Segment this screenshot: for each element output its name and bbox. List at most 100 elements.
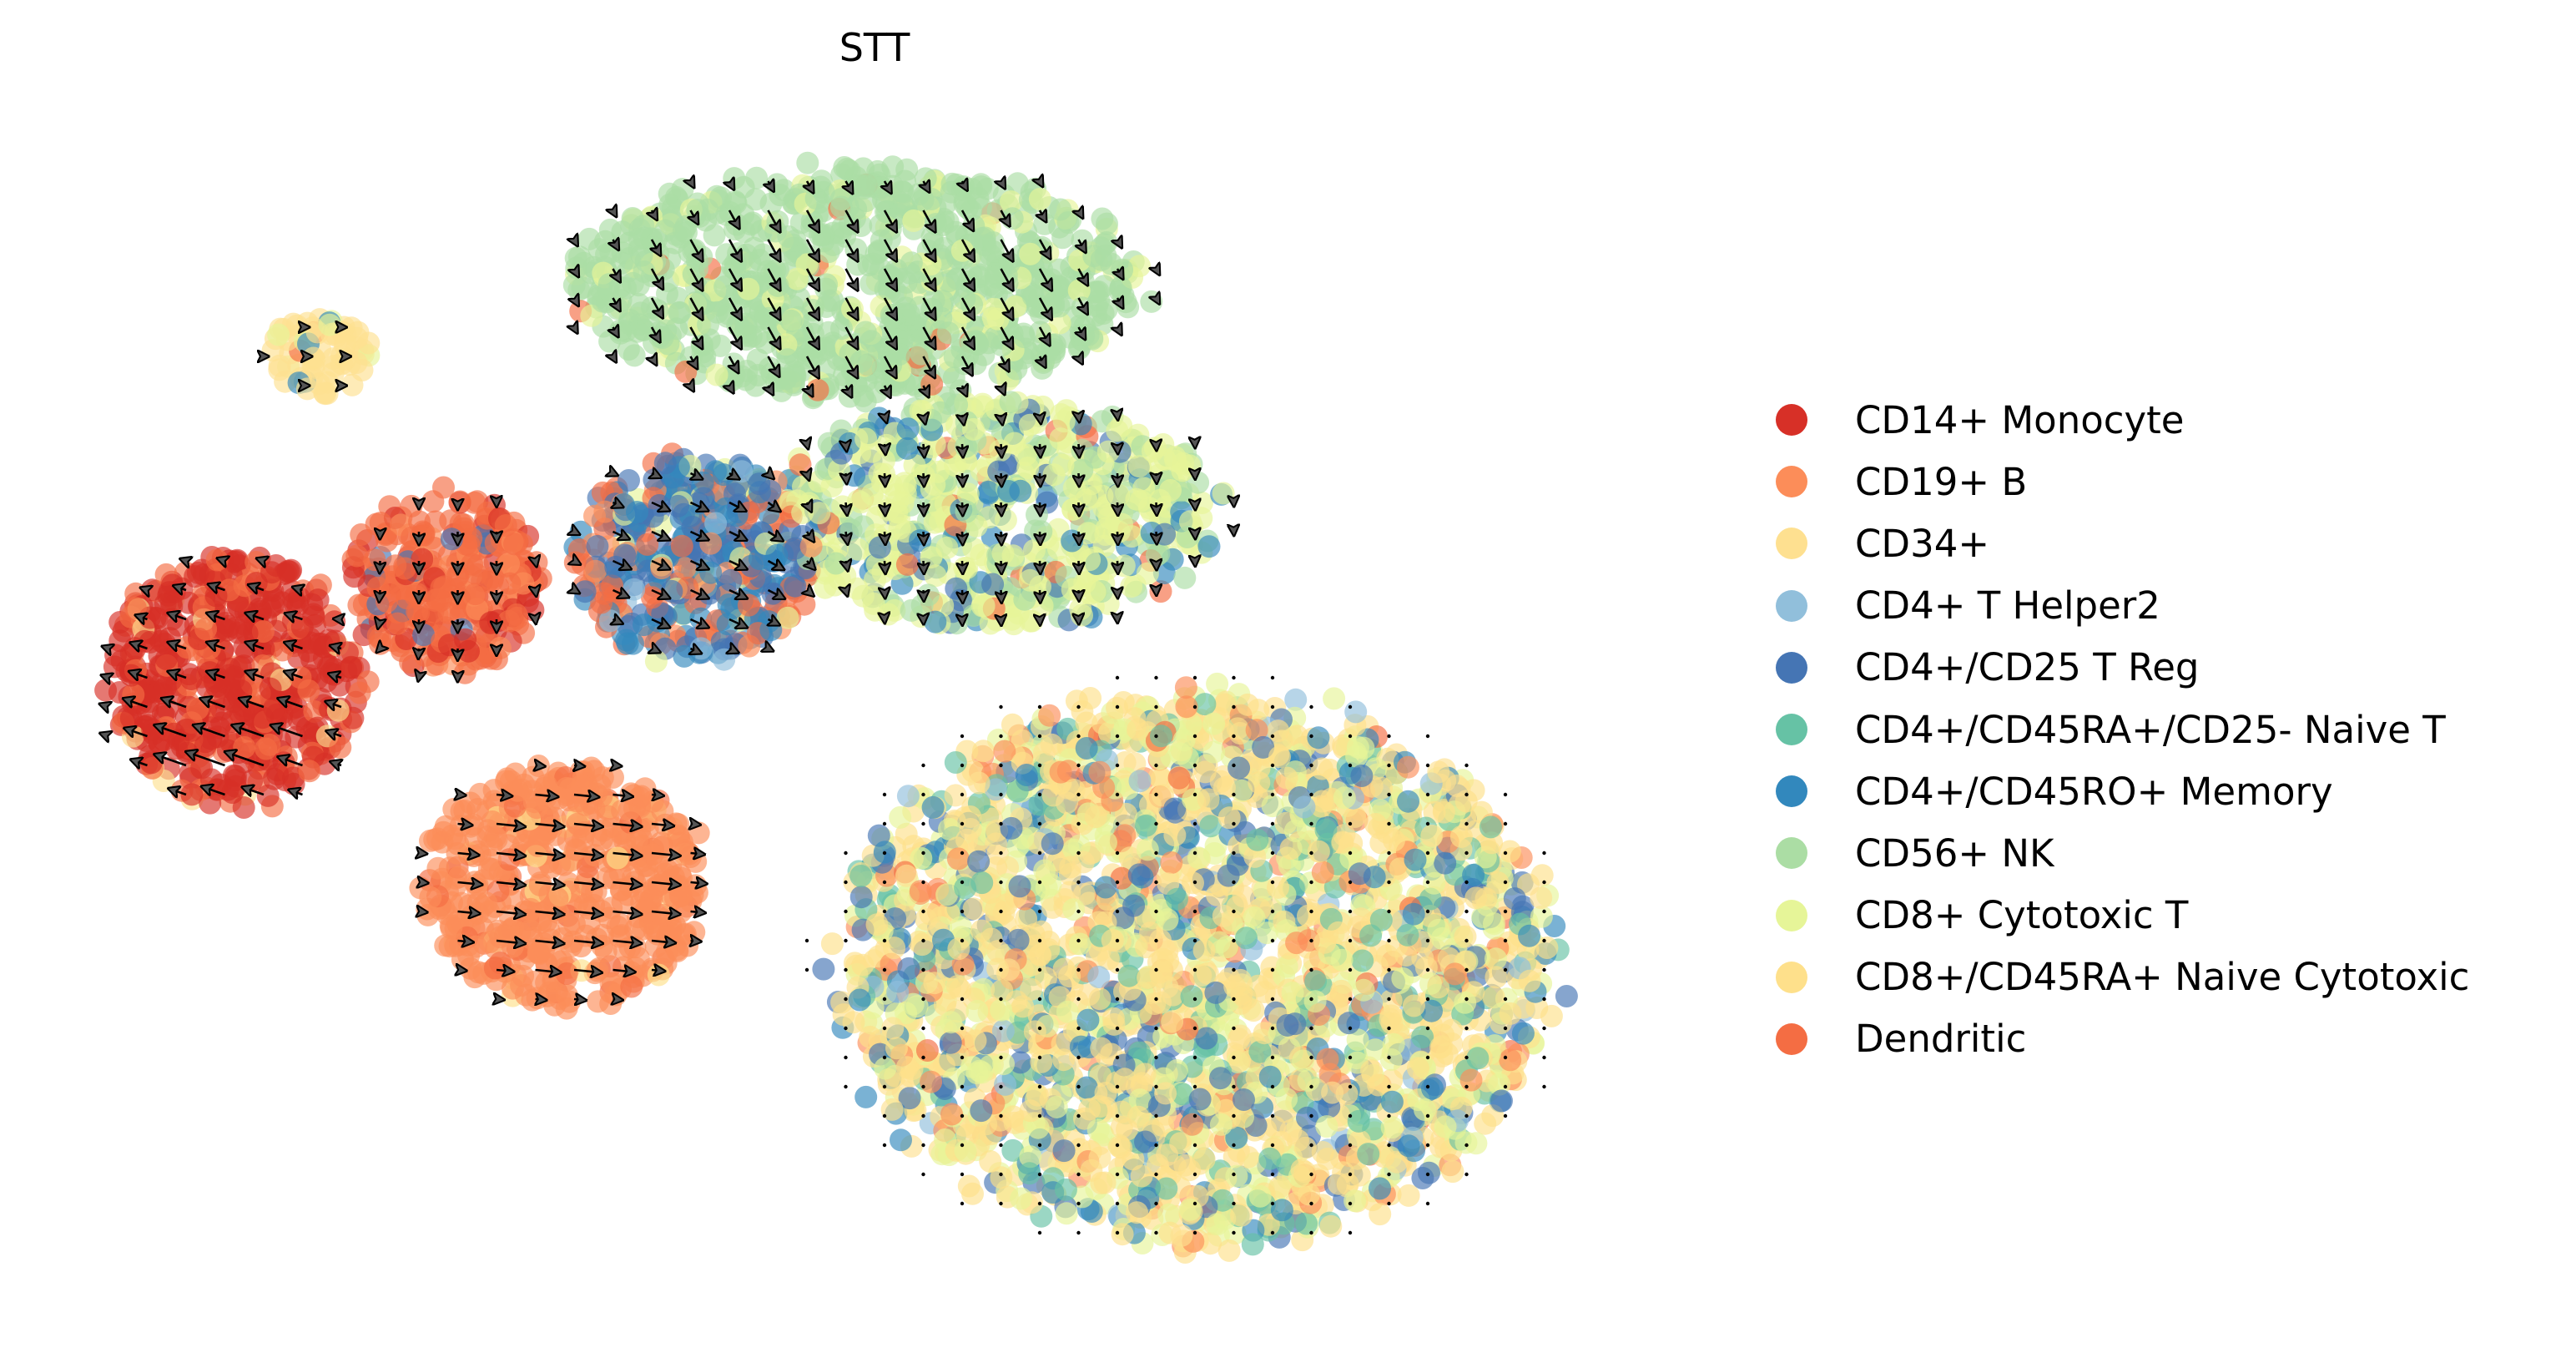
cell-point [1360, 1059, 1384, 1083]
cell-point [1535, 936, 1559, 959]
cell-point [991, 1019, 1015, 1042]
cell-point [1056, 1000, 1079, 1023]
cell-point [329, 736, 352, 759]
cell-point [1001, 1105, 1025, 1128]
cell-point [839, 342, 862, 366]
cell-point [849, 491, 873, 514]
cell-point [812, 957, 835, 981]
cell-point [421, 490, 445, 513]
cell-point [933, 993, 956, 1017]
cell-point [1310, 757, 1333, 780]
cell-point [964, 1029, 987, 1053]
cell-point [1364, 1038, 1387, 1062]
cell-point [962, 897, 986, 921]
cell-point [1206, 883, 1228, 906]
cell-point [994, 508, 1017, 532]
cell-point [846, 253, 870, 276]
cell-point [1346, 1028, 1369, 1052]
cell-point [849, 865, 873, 887]
cell-point [1217, 864, 1240, 887]
cell-point [970, 459, 993, 482]
cell-point [1297, 1068, 1320, 1092]
cell-point [1086, 1118, 1110, 1142]
cell-point [1006, 172, 1029, 195]
cell-point [1380, 1090, 1404, 1113]
cell-point [1000, 190, 1022, 214]
cell-point [1005, 357, 1028, 381]
cell-point [1454, 925, 1477, 948]
cell-point [1006, 928, 1030, 952]
cell-point [1197, 535, 1221, 558]
cell-point [1530, 905, 1553, 928]
cell-point [1170, 1224, 1193, 1247]
cell-point [1275, 955, 1298, 978]
cell-point [588, 774, 612, 797]
cell-point [796, 151, 819, 174]
cell-point [713, 648, 736, 671]
cell-point [1255, 921, 1278, 945]
cell-point [1394, 944, 1418, 967]
cell-point [1402, 902, 1425, 926]
cell-point [1075, 1076, 1098, 1099]
cell-point [577, 911, 601, 935]
cell-point [1225, 1126, 1248, 1149]
cell-point [1118, 846, 1142, 870]
cell-point [1011, 995, 1035, 1018]
cell-point [1076, 1008, 1100, 1032]
cell-point [944, 751, 967, 774]
cell-point [1311, 861, 1334, 884]
cell-point [982, 297, 1006, 321]
cell-point [938, 817, 960, 841]
cell-point [1091, 302, 1115, 326]
cell-point [600, 896, 623, 920]
cell-point [1237, 1145, 1260, 1169]
cell-point [945, 393, 969, 416]
cell-point [1157, 1203, 1181, 1226]
cell-point [849, 886, 873, 909]
cell-point [1113, 1068, 1137, 1091]
cell-point [1018, 413, 1041, 437]
cell-point [944, 454, 967, 477]
cell-point [1159, 479, 1182, 502]
cell-point [900, 598, 923, 622]
cell-point [970, 543, 993, 567]
cell-point [1079, 687, 1102, 709]
cell-point [1001, 713, 1024, 736]
cell-point [1001, 1138, 1025, 1162]
cell-point [1236, 693, 1259, 716]
cell-point [705, 363, 728, 386]
cell-point [1114, 290, 1137, 314]
cell-point [979, 1150, 1002, 1173]
points-layer [94, 151, 1578, 1264]
cell-point [820, 932, 844, 956]
cell-point [464, 935, 487, 958]
cell-point [434, 934, 457, 957]
cell-point [1268, 1175, 1292, 1199]
cell-point [1293, 1136, 1317, 1159]
cell-point [1484, 947, 1507, 971]
cell-point [759, 192, 783, 215]
cell-point [967, 771, 991, 795]
cell-point [1337, 1012, 1360, 1035]
cell-point [1127, 455, 1151, 478]
cell-point [636, 533, 659, 556]
cell-point [1441, 1160, 1464, 1184]
cell-point [1351, 949, 1374, 972]
cell-point [1045, 1095, 1068, 1118]
cell-point [1199, 815, 1222, 838]
cell-point [842, 1011, 865, 1034]
cell-point [993, 740, 1016, 763]
cell-point [1058, 965, 1081, 988]
cell-point [340, 655, 363, 679]
cell-point [673, 839, 697, 862]
cell-point [623, 344, 646, 367]
cell-point [1269, 1130, 1293, 1154]
cell-point [1160, 851, 1183, 874]
cell-point [350, 523, 373, 546]
cell-point [935, 883, 959, 906]
cell-point [1474, 1112, 1497, 1135]
cell-point [1120, 575, 1143, 598]
cell-point [1187, 846, 1210, 870]
cell-point [1128, 1088, 1152, 1112]
